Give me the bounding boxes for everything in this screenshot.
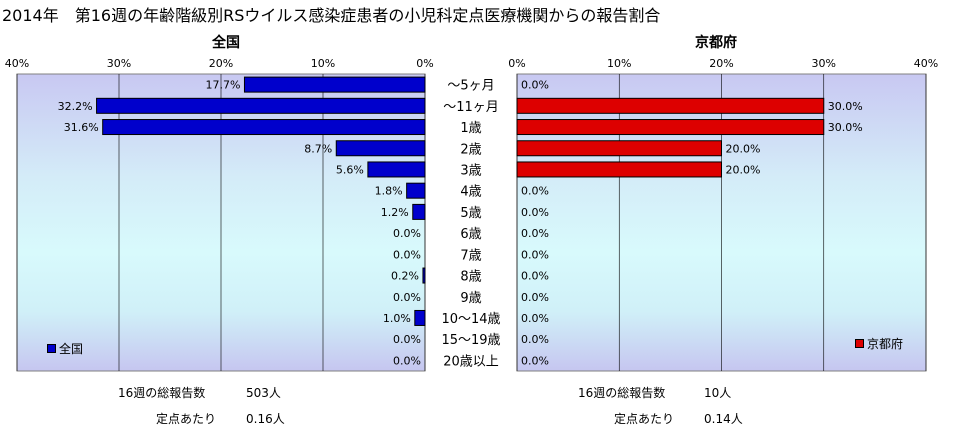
national-data-label: 0.0% xyxy=(393,248,421,261)
category-label: 15～19歳 xyxy=(441,333,500,348)
kyoto-data-label: 0.0% xyxy=(521,79,549,92)
national-total-value: 503人 xyxy=(246,386,281,400)
category-label: 9歳 xyxy=(460,291,481,306)
national-data-label: 8.7% xyxy=(304,142,332,155)
kyoto-data-label: 20.0% xyxy=(726,142,761,155)
national-panel: 0% 10% 20% 30% 40% 全国 17.7% 32.2% 31.6% 8.7% 5.6% 1… xyxy=(5,34,434,372)
kyoto-data-label: 0.0% xyxy=(521,227,549,240)
national-data-label: 31.6% xyxy=(64,121,99,134)
kyoto-per-value: 0.14人 xyxy=(704,412,743,426)
kyoto-data-label: 0.0% xyxy=(521,312,549,325)
category-label: 5歳 xyxy=(460,206,481,221)
kyoto-bar xyxy=(516,140,722,157)
kyoto-total-label: 16週の総報告数 xyxy=(578,386,666,400)
kyoto-data-label: 0.0% xyxy=(521,291,549,304)
national-bar xyxy=(335,140,426,157)
kyoto-data-label: 20.0% xyxy=(726,163,761,176)
national-bar xyxy=(96,97,426,114)
national-data-label: 1.8% xyxy=(375,185,403,198)
tick-label: 30% xyxy=(107,57,131,70)
national-bar xyxy=(367,161,426,178)
national-bar xyxy=(406,182,426,199)
national-bar xyxy=(414,309,426,326)
national-per-label: 定点あたり xyxy=(156,412,217,426)
kyoto-per-label: 定点あたり xyxy=(614,412,675,426)
national-data-label: 0.2% xyxy=(391,270,419,283)
kyoto-data-label: 0.0% xyxy=(521,185,549,198)
kyoto-legend-label: 京都府 xyxy=(867,337,904,351)
tick-label: 20% xyxy=(209,57,233,70)
national-legend-swatch xyxy=(47,344,56,353)
category-label: 3歳 xyxy=(460,163,481,178)
national-bar xyxy=(102,119,426,136)
kyoto-data-label: 0.0% xyxy=(521,333,549,346)
kyoto-legend-swatch xyxy=(855,339,864,348)
national-data-label: 0.0% xyxy=(393,354,421,367)
tick-label: 10% xyxy=(311,57,335,70)
kyoto-data-label: 30.0% xyxy=(828,121,863,134)
category-label: 8歳 xyxy=(460,270,481,285)
kyoto-total-value: 10人 xyxy=(704,386,732,400)
kyoto-data-label: 0.0% xyxy=(521,354,549,367)
category-labels: ～5ヶ月 ～11ヶ月 1歳 2歳 3歳 4歳 5歳 6歳 7歳 8歳 9歳 10～14歳 15～19歳 2… xyxy=(441,79,500,370)
kyoto-data-label: 0.0% xyxy=(521,248,549,261)
national-bar xyxy=(412,203,426,220)
tick-label: 0% xyxy=(508,57,525,70)
kyoto-data-label: 30.0% xyxy=(828,100,863,113)
category-label: ～11ヶ月 xyxy=(443,100,499,115)
tick-label: 40% xyxy=(5,57,29,70)
tick-label: 10% xyxy=(607,57,631,70)
panel-title: 全国 xyxy=(211,34,240,51)
national-data-label: 5.6% xyxy=(336,163,364,176)
kyoto-panel: 0% 10% 20% 30% 40% 京都府 0.0% 30.0% 30.0% 20.0% 20.0… xyxy=(508,34,938,372)
national-bar xyxy=(422,267,426,284)
national-data-label: 1.0% xyxy=(383,312,411,325)
national-data-label: 17.7% xyxy=(206,79,241,92)
national-data-label: 1.2% xyxy=(381,206,409,219)
category-label: 1歳 xyxy=(460,121,481,136)
tick-label: 40% xyxy=(914,57,938,70)
national-total-label: 16週の総報告数 xyxy=(118,386,206,400)
category-label: 10～14歳 xyxy=(441,312,500,327)
kyoto-bar xyxy=(516,119,825,136)
national-per-value: 0.16人 xyxy=(246,412,285,426)
national-data-label: 32.2% xyxy=(58,100,93,113)
panel-title: 京都府 xyxy=(695,34,737,51)
kyoto-data-label: 0.0% xyxy=(521,206,549,219)
national-bar xyxy=(243,76,426,93)
page-title: 2014年 第16週の年齢階級別RSウイルス感染症患者の小児科定点医療機関からの… xyxy=(2,6,661,25)
kyoto-legend: 京都府 xyxy=(855,335,903,352)
national-data-label: 0.0% xyxy=(393,291,421,304)
category-label: 6歳 xyxy=(460,227,481,242)
category-label: ～5ヶ月 xyxy=(447,79,494,94)
tick-label: 20% xyxy=(709,57,733,70)
category-label: 2歳 xyxy=(460,142,481,157)
national-legend: 全国 xyxy=(47,340,83,357)
kyoto-bar xyxy=(516,161,722,178)
kyoto-bar xyxy=(516,97,825,114)
kyoto-data-label: 0.0% xyxy=(521,270,549,283)
tick-label: 30% xyxy=(812,57,836,70)
category-label: 4歳 xyxy=(460,185,481,200)
tick-label: 0% xyxy=(416,57,433,70)
national-data-label: 0.0% xyxy=(393,227,421,240)
national-legend-label: 全国 xyxy=(59,342,84,356)
category-label: 20歳以上 xyxy=(443,354,499,369)
category-label: 7歳 xyxy=(460,248,481,263)
national-data-label: 0.0% xyxy=(393,333,421,346)
